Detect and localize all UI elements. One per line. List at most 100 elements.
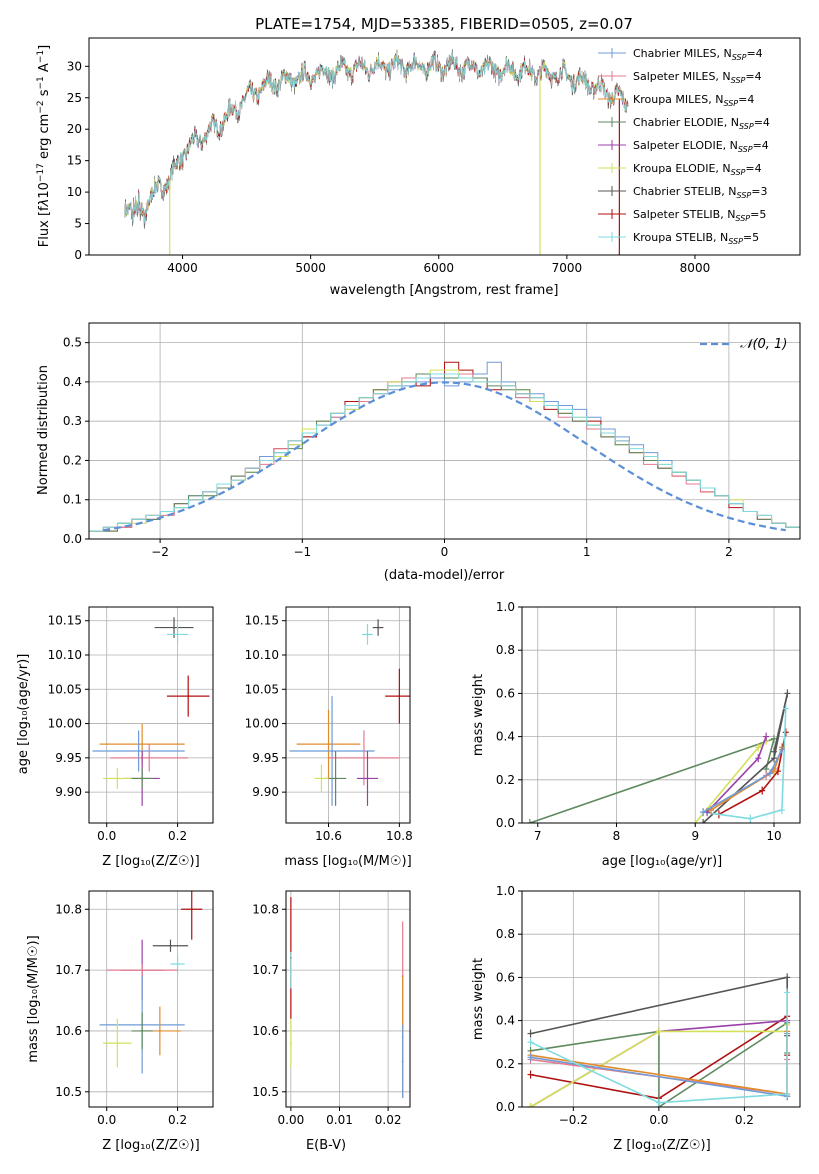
ageM-ytick-label-4: 10.10 bbox=[245, 648, 279, 662]
legend-label-0: Chabrier MILES, NSSP=4 bbox=[633, 47, 763, 62]
ageZ-point-kroupa_elodie bbox=[116, 777, 119, 780]
legend-label-4: Salpeter ELODIE, NSSP=4 bbox=[633, 139, 769, 154]
legend-label-6: Chabrier STELIB, NSSP=3 bbox=[633, 185, 767, 200]
wZ-ytick-label-3: 0.6 bbox=[496, 970, 515, 984]
residuals-ytick-label-2: 0.2 bbox=[63, 453, 82, 467]
spectrum-panel: 4000 5000 6000 7000 8000 0 5 10 15 20 25 30 wavelen… bbox=[36, 37, 801, 298]
residuals-xtick-label-2: 0 bbox=[441, 545, 449, 559]
ageZ-point-kroupa_miles bbox=[141, 743, 144, 746]
mZ-ytick-label-0: 10.5 bbox=[55, 1085, 82, 1099]
ageM-xtick-label-0: 10.6 bbox=[315, 829, 342, 843]
age-vs-mass-xlabel: mass [log₁₀(M/M☉)] bbox=[284, 854, 411, 869]
residuals-xtick-label-1: −1 bbox=[293, 545, 311, 559]
gaussian-legend-label: 𝒩(0, 1) bbox=[740, 337, 787, 352]
weight-vs-Z-axes: −0.2 0.0 0.2 0.0 0.2 0.4 0.6 0.8 1.0 bbox=[496, 884, 801, 1127]
ageZ-point-chabrier_miles bbox=[137, 750, 140, 752]
mZ-point-kroupa_stelib bbox=[176, 963, 179, 966]
ageM-point-kroupa_miles bbox=[327, 743, 330, 746]
wAge-line-chabrier_stelib bbox=[702, 693, 789, 823]
spectrum-frame bbox=[88, 37, 801, 256]
spectrum-xtick-label-0: 4000 bbox=[167, 261, 198, 275]
mZ-grid bbox=[89, 891, 213, 1107]
mZ-plot-area bbox=[99, 891, 203, 1074]
legend-label-3: Chabrier ELODIE, NSSP=4 bbox=[633, 116, 770, 131]
wAge-line-kroupa_stelib bbox=[702, 708, 787, 820]
ageM-ytick-label-5: 10.15 bbox=[245, 614, 279, 628]
ageM-point-chabrier_stelib bbox=[377, 626, 380, 629]
weight-vs-age-ylabel: mass weight bbox=[471, 674, 486, 756]
mE-frame bbox=[285, 890, 411, 1108]
ageM-point-kroupa_elodie bbox=[320, 777, 323, 780]
ageM-ytick-label-2: 10.00 bbox=[245, 717, 279, 731]
wZ-line-kroupa_stelib bbox=[530, 992, 789, 1104]
wZ-xtick-label-1: 0.0 bbox=[649, 1113, 668, 1127]
spectrum-xtick-label-2: 6000 bbox=[423, 261, 454, 275]
ageM-point-kroupa_stelib bbox=[366, 633, 369, 636]
spectrum-line-salpeter_stelib bbox=[124, 53, 629, 221]
ageZ-point-chabrier_stelib bbox=[173, 626, 176, 629]
residuals-grid bbox=[89, 323, 800, 540]
ageM-ytick-label-3: 10.05 bbox=[245, 682, 279, 696]
figure-title: PLATE=1754, MJD=53385, FIBERID=0505, z=0… bbox=[255, 15, 633, 33]
mass-vs-ebv-axes: 0.00 0.01 0.02 10.5 10.6 10.7 10.8 bbox=[252, 890, 411, 1127]
wZ-ytick-label-0: 0.0 bbox=[496, 1100, 515, 1114]
ageZ-ytick-label-0: 9.90 bbox=[55, 785, 82, 799]
weight-vs-Z-ylabel: mass weight bbox=[471, 958, 486, 1040]
spectrum-xtick-label-4: 8000 bbox=[680, 261, 711, 275]
mass-vs-Z-xlabel: Z [log₁₀(Z/Z☉)] bbox=[102, 1138, 199, 1153]
spectrum-xtick-label-1: 5000 bbox=[295, 261, 326, 275]
legend-label-1: Salpeter MILES, NSSP=4 bbox=[633, 70, 762, 85]
spectrum-xlabel: wavelength [Angstrom, rest frame] bbox=[330, 283, 559, 298]
histogram-kroupa_stelib bbox=[89, 373, 800, 539]
mZ-point-salpeter_stelib bbox=[190, 908, 193, 911]
mE-xtick-label-1: 0.01 bbox=[326, 1113, 353, 1127]
ageM-point-salpeter_elodie bbox=[366, 777, 369, 780]
spectrum-ytick-label-5: 25 bbox=[67, 91, 82, 105]
ageM-xtick-label-1: 10.8 bbox=[386, 829, 413, 843]
wZ-plot-area bbox=[527, 973, 791, 1107]
age-vs-Z-axes: 0.0 0.2 9.90 9.95 10.00 10.05 10.10 10.15 bbox=[48, 606, 214, 843]
residuals-xtick-label-4: 2 bbox=[725, 545, 733, 559]
ageM-grid bbox=[286, 607, 410, 823]
mass-vs-Z-axes: 0.0 0.2 10.5 10.6 10.7 10.8 bbox=[55, 890, 214, 1127]
residual-ylabel: Normed distribution bbox=[36, 365, 51, 495]
ageM-point-chabrier_miles bbox=[331, 750, 334, 752]
wAge-ytick-label-2: 0.4 bbox=[496, 730, 515, 744]
wZ-frame bbox=[521, 890, 801, 1108]
mZ-xtick-label-1: 0.2 bbox=[168, 1113, 187, 1127]
residuals-frame bbox=[88, 322, 801, 540]
weight-vs-age-xlabel: age [log₁₀(age/yr)] bbox=[602, 854, 723, 869]
wZ-ytick-label-2: 0.4 bbox=[496, 1014, 515, 1028]
weight-vs-age-panel: 7 8 9 10 0.0 0.2 0.4 0.6 0.8 1.0 age [log₁₀(age/y… bbox=[471, 600, 801, 869]
ageM-plot-area bbox=[289, 619, 410, 806]
mZ-point-chabrier_stelib bbox=[169, 944, 172, 947]
legend-label-7: Salpeter STELIB, NSSP=5 bbox=[633, 208, 766, 223]
spectrum-ytick-label-6: 30 bbox=[67, 59, 82, 73]
wAge-xtick-label-0: 7 bbox=[534, 829, 542, 843]
ageZ-ytick-label-4: 10.10 bbox=[48, 648, 82, 662]
spectrum-ytick-label-4: 20 bbox=[67, 122, 82, 136]
age-vs-mass-panel: 10.6 10.8 9.90 9.95 10.00 10.05 10.10 10.15 mas… bbox=[245, 606, 413, 869]
wAge-xtick-label-2: 9 bbox=[691, 829, 699, 843]
mE-ytick-label-0: 10.5 bbox=[252, 1085, 279, 1099]
ageZ-point-chabrier_elodie bbox=[141, 777, 144, 780]
ageZ-ytick-label-5: 10.15 bbox=[48, 614, 82, 628]
mZ-point-kroupa_elodie bbox=[116, 1042, 119, 1045]
wAge-ytick-label-3: 0.6 bbox=[496, 686, 515, 700]
residuals-ytick-label-3: 0.3 bbox=[63, 414, 82, 428]
residuals-xtick-label-3: 1 bbox=[583, 545, 591, 559]
mZ-ytick-label-3: 10.8 bbox=[55, 902, 82, 916]
wAge-ytick-label-0: 0.0 bbox=[496, 816, 515, 830]
residuals-ytick-label-4: 0.4 bbox=[63, 375, 82, 389]
ageM-frame bbox=[285, 606, 411, 824]
residuals-ytick-label-0: 0.0 bbox=[63, 532, 82, 546]
ageZ-grid bbox=[89, 607, 213, 823]
mZ-xtick-label-0: 0.0 bbox=[97, 1113, 116, 1127]
weight-vs-Z-panel: −0.2 0.0 0.2 0.0 0.2 0.4 0.6 0.8 1.0 Z [log₁₀(Z/… bbox=[471, 884, 801, 1153]
wZ-ytick-label-1: 0.2 bbox=[496, 1057, 515, 1071]
wAge-plot-area bbox=[526, 689, 791, 823]
ageZ-point-salpeter_stelib bbox=[187, 695, 190, 698]
mZ-ytick-label-1: 10.6 bbox=[55, 1024, 82, 1038]
wAge-frame bbox=[521, 606, 801, 824]
mZ-ytick-label-2: 10.7 bbox=[55, 963, 82, 977]
